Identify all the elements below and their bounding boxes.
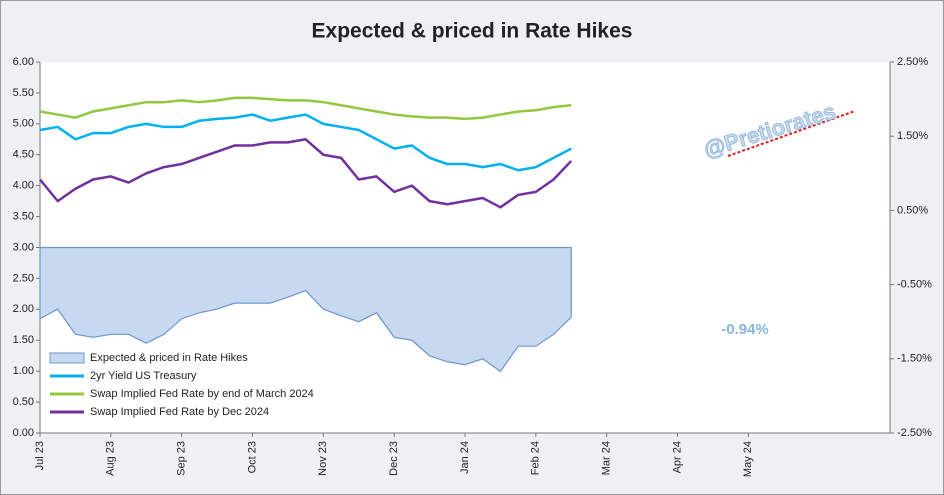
y-tick-label: 2.50: [13, 272, 34, 284]
chart-title: Expected & priced in Rate Hikes: [312, 20, 633, 43]
y-tick-label: 4.50: [13, 149, 34, 161]
y-tick-label: 3.50: [13, 210, 34, 222]
x-tick-label: Dec 23: [388, 441, 400, 476]
trend-line: [727, 110, 856, 157]
x-tick-label: Apr 24: [671, 441, 683, 473]
area: [39, 246, 572, 373]
legend-label: Swap Implied Fed Rate by Dec 2024: [90, 406, 269, 418]
x-tick-label: May 24: [742, 441, 754, 477]
legend-label: 2yr Yield US Treasury: [90, 370, 197, 382]
x-tick-label: Sep 23: [176, 441, 188, 476]
y2-tick-label: 0.50%: [897, 204, 928, 216]
y-tick-label: 1.50: [13, 334, 34, 346]
line: [39, 113, 572, 172]
y-tick-label: 5.00: [13, 118, 34, 130]
legend-label: Swap Implied Fed Rate by end of March 20…: [90, 388, 314, 400]
y2-tick-label: -0.50%: [897, 279, 932, 291]
y2-tick-label: -1.50%: [897, 353, 932, 365]
y-tick-label: 2.00: [13, 303, 34, 315]
y-tick-label: 0.50: [13, 396, 34, 408]
legend-label: Expected & priced in Rate Hikes: [90, 352, 248, 364]
y-tick-label: 5.50: [13, 87, 34, 99]
y2-tick-label: 1.50%: [897, 130, 928, 142]
x-tick-label: Aug 23: [105, 441, 117, 476]
x-tick-label: Jan 24: [459, 441, 471, 474]
x-tick-label: Jul 23: [34, 441, 46, 470]
x-tick-label: Feb 24: [530, 441, 542, 475]
annotation: -0.94%: [721, 321, 769, 338]
legend-swatch: [49, 352, 85, 364]
line: [39, 96, 572, 121]
y-tick-label: 0.00: [13, 427, 34, 439]
line: [39, 138, 573, 209]
y2-tick-label: -2.50%: [897, 427, 932, 439]
y-tick-label: 4.00: [13, 180, 34, 192]
y-tick-label: 1.00: [13, 365, 34, 377]
y-tick-label: 6.00: [13, 56, 34, 68]
y-tick-label: 3.00: [13, 241, 34, 253]
x-tick-label: Mar 24: [601, 441, 613, 475]
y2-tick-label: 2.50%: [897, 56, 928, 68]
x-tick-label: Oct 23: [246, 441, 258, 473]
x-tick-label: Nov 23: [317, 441, 329, 476]
